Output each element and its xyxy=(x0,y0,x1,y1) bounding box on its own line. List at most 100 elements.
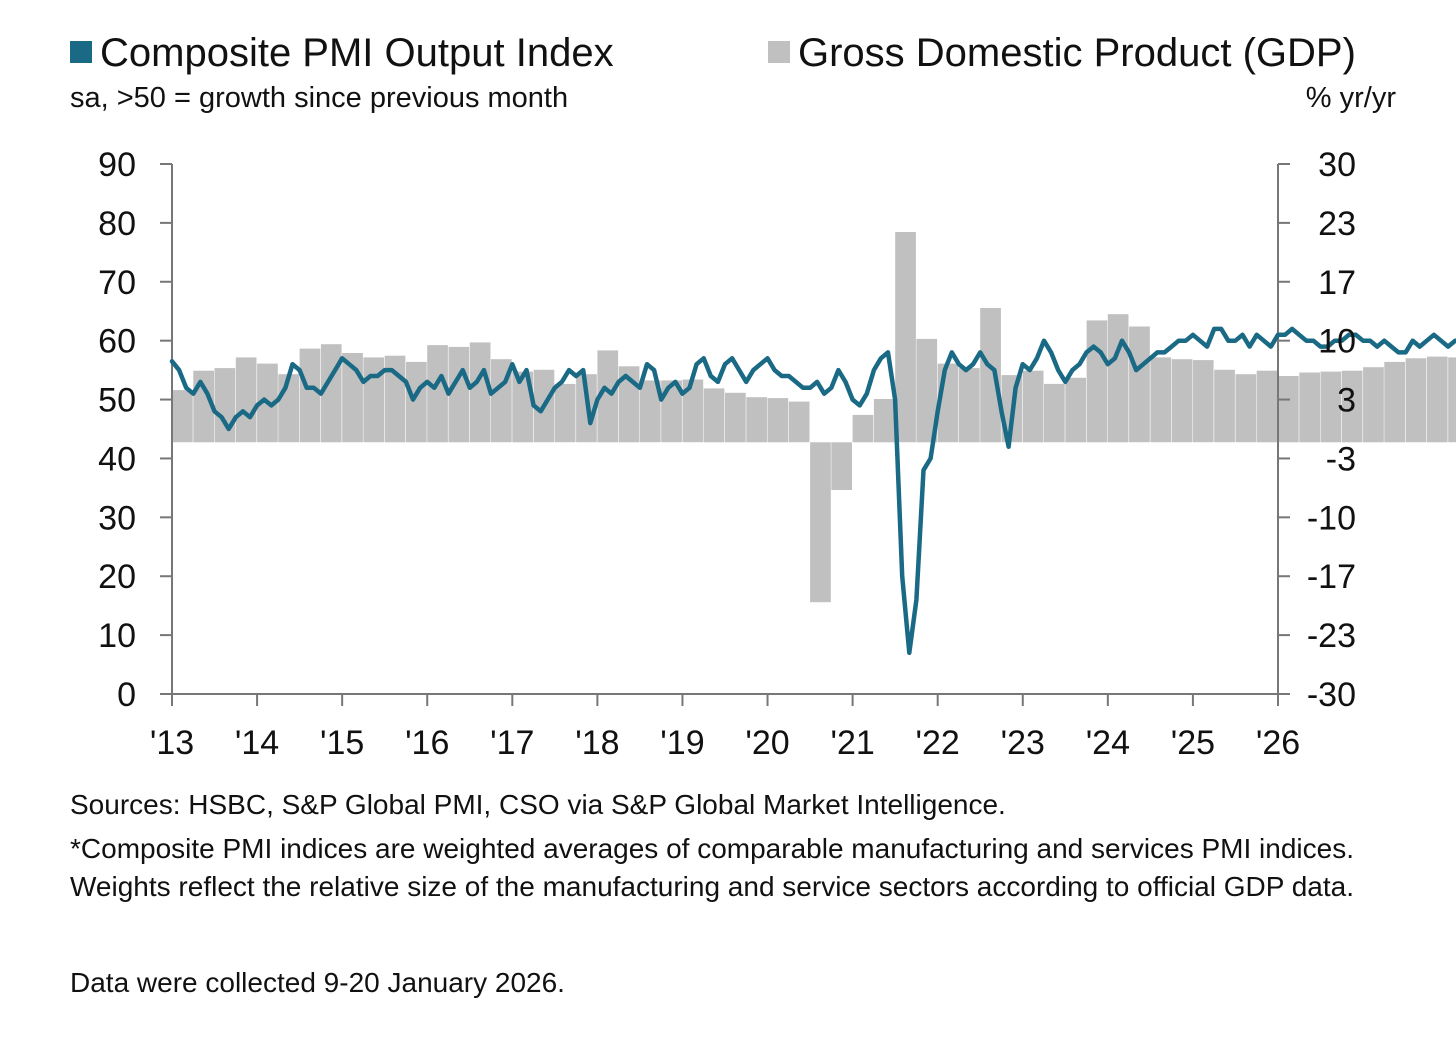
gdp-bar xyxy=(1171,359,1193,443)
right-tick-label: -10 xyxy=(1307,499,1356,537)
gdp-bar xyxy=(831,442,852,490)
right-tick-label: -3 xyxy=(1326,440,1356,478)
gdp-bar xyxy=(1448,357,1456,443)
left-tick-label: 90 xyxy=(98,146,136,184)
x-tick-label: '25 xyxy=(1171,724,1215,762)
legend-gdp-label: Gross Domestic Product (GDP) xyxy=(798,31,1356,75)
gdp-bar xyxy=(1363,367,1384,443)
gdp-bar xyxy=(554,383,576,443)
gdp-bar xyxy=(746,397,767,443)
gdp-bar xyxy=(1278,376,1299,443)
gdp-bar xyxy=(597,350,619,443)
right-tick-label: 10 xyxy=(1318,323,1356,361)
legend-pmi-label: Composite PMI Output Index xyxy=(100,31,614,75)
right-tick-label: -17 xyxy=(1307,558,1356,596)
gdp-bar xyxy=(661,380,682,443)
x-tick-label: '21 xyxy=(830,724,874,762)
legend-gdp-swatch xyxy=(768,41,790,63)
gdp-bar xyxy=(1384,361,1405,443)
pmi-line-layer xyxy=(169,326,1456,656)
gdp-bar xyxy=(1022,370,1044,443)
gdp-bar xyxy=(895,232,916,443)
gdp-bar xyxy=(512,371,533,443)
pmi-gdp-chart: 0 10 20 30 40 50 60 70 80 90 -30 -23 -17 -10 -3 3 10 17 23… xyxy=(98,146,1456,762)
gdp-bar xyxy=(980,308,1001,443)
x-tick-label: '16 xyxy=(405,724,449,762)
x-tick-label: '15 xyxy=(320,724,364,762)
gdp-bar xyxy=(725,392,746,443)
collection-note: Data were collected 9-20 January 2026. xyxy=(70,967,565,998)
chart-axes xyxy=(160,163,1290,706)
gdp-bar xyxy=(639,380,661,443)
gdp-bar xyxy=(810,442,831,603)
gdp-bar xyxy=(214,368,236,443)
gdp-bar xyxy=(1299,372,1320,443)
gdp-bars xyxy=(172,232,1456,603)
left-tick-label: 40 xyxy=(98,440,136,478)
gdp-bar xyxy=(767,398,789,443)
x-tick-label: '23 xyxy=(1001,724,1045,762)
gdp-bar xyxy=(1086,320,1108,443)
left-tick-label: 20 xyxy=(98,558,136,596)
gdp-bar xyxy=(1214,369,1235,443)
left-axis-subtitle: sa, >50 = growth since previous month xyxy=(70,82,569,114)
left-tick-label: 70 xyxy=(98,264,136,302)
x-tick-label: '19 xyxy=(660,724,704,762)
gdp-bar xyxy=(873,399,895,443)
left-tick-label: 80 xyxy=(98,205,136,243)
gdp-bar xyxy=(788,401,810,443)
gdp-bar xyxy=(916,338,938,443)
x-tick-label: '13 xyxy=(150,724,194,762)
gdp-bar xyxy=(1192,360,1214,443)
gdp-bar xyxy=(1129,326,1150,443)
gdp-bar xyxy=(427,345,448,443)
gdp-bar xyxy=(852,414,874,443)
gdp-bar xyxy=(320,344,342,443)
left-tick-label: 0 xyxy=(117,676,136,714)
gdp-bar xyxy=(1044,383,1065,443)
left-tick-label: 30 xyxy=(98,499,136,537)
chart-tick-labels: 0 10 20 30 40 50 60 70 80 90 -30 -23 -17 -10 -3 3 10 17 23… xyxy=(98,146,1356,762)
gdp-bar xyxy=(1405,358,1427,443)
gdp-bar xyxy=(703,388,725,443)
left-tick-label: 50 xyxy=(98,382,136,420)
x-tick-label: '14 xyxy=(235,724,279,762)
gdp-bar xyxy=(406,361,427,443)
gdp-bar xyxy=(469,342,491,443)
gdp-bar xyxy=(1150,357,1172,443)
legend-pmi: Composite PMI Output Index xyxy=(70,30,614,76)
gdp-bar xyxy=(172,390,193,443)
x-tick-label: '26 xyxy=(1256,724,1300,762)
x-tick-label: '17 xyxy=(490,724,534,762)
gdp-bar xyxy=(1107,314,1129,443)
gdp-bar xyxy=(1256,370,1278,443)
right-tick-label: 3 xyxy=(1337,382,1356,420)
pmi-series-line xyxy=(169,326,1456,656)
left-tick-label: 10 xyxy=(98,617,136,655)
gdp-bar xyxy=(959,368,980,443)
gdp-bar xyxy=(235,357,257,443)
gdp-bar xyxy=(682,379,704,443)
right-tick-label: -30 xyxy=(1307,676,1356,714)
gdp-bar xyxy=(299,348,321,443)
gdp-bar xyxy=(1235,374,1257,443)
gdp-bar xyxy=(1320,371,1342,443)
right-tick-label: 23 xyxy=(1318,205,1356,243)
composite-note: *Composite PMI indices are weighted aver… xyxy=(70,833,1354,902)
legend-pmi-swatch xyxy=(70,41,92,63)
sources-note: Sources: HSBC, S&P Global PMI, CSO via S… xyxy=(70,789,1006,820)
x-tick-label: '20 xyxy=(745,724,789,762)
gdp-bar xyxy=(363,357,385,443)
legend-gdp: Gross Domestic Product (GDP) xyxy=(768,30,1356,76)
x-tick-label: '24 xyxy=(1086,724,1130,762)
gdp-bar xyxy=(1341,370,1363,443)
gdp-bar xyxy=(1065,377,1086,443)
right-axis-subtitle: % yr/yr xyxy=(1305,82,1396,114)
gdp-bar xyxy=(448,346,470,443)
left-tick-label: 60 xyxy=(98,323,136,361)
right-tick-label: 17 xyxy=(1318,264,1356,302)
x-tick-label: '18 xyxy=(575,724,619,762)
right-tick-label: 30 xyxy=(1318,146,1356,184)
gdp-bar xyxy=(1426,356,1448,443)
x-tick-label: '22 xyxy=(916,724,960,762)
